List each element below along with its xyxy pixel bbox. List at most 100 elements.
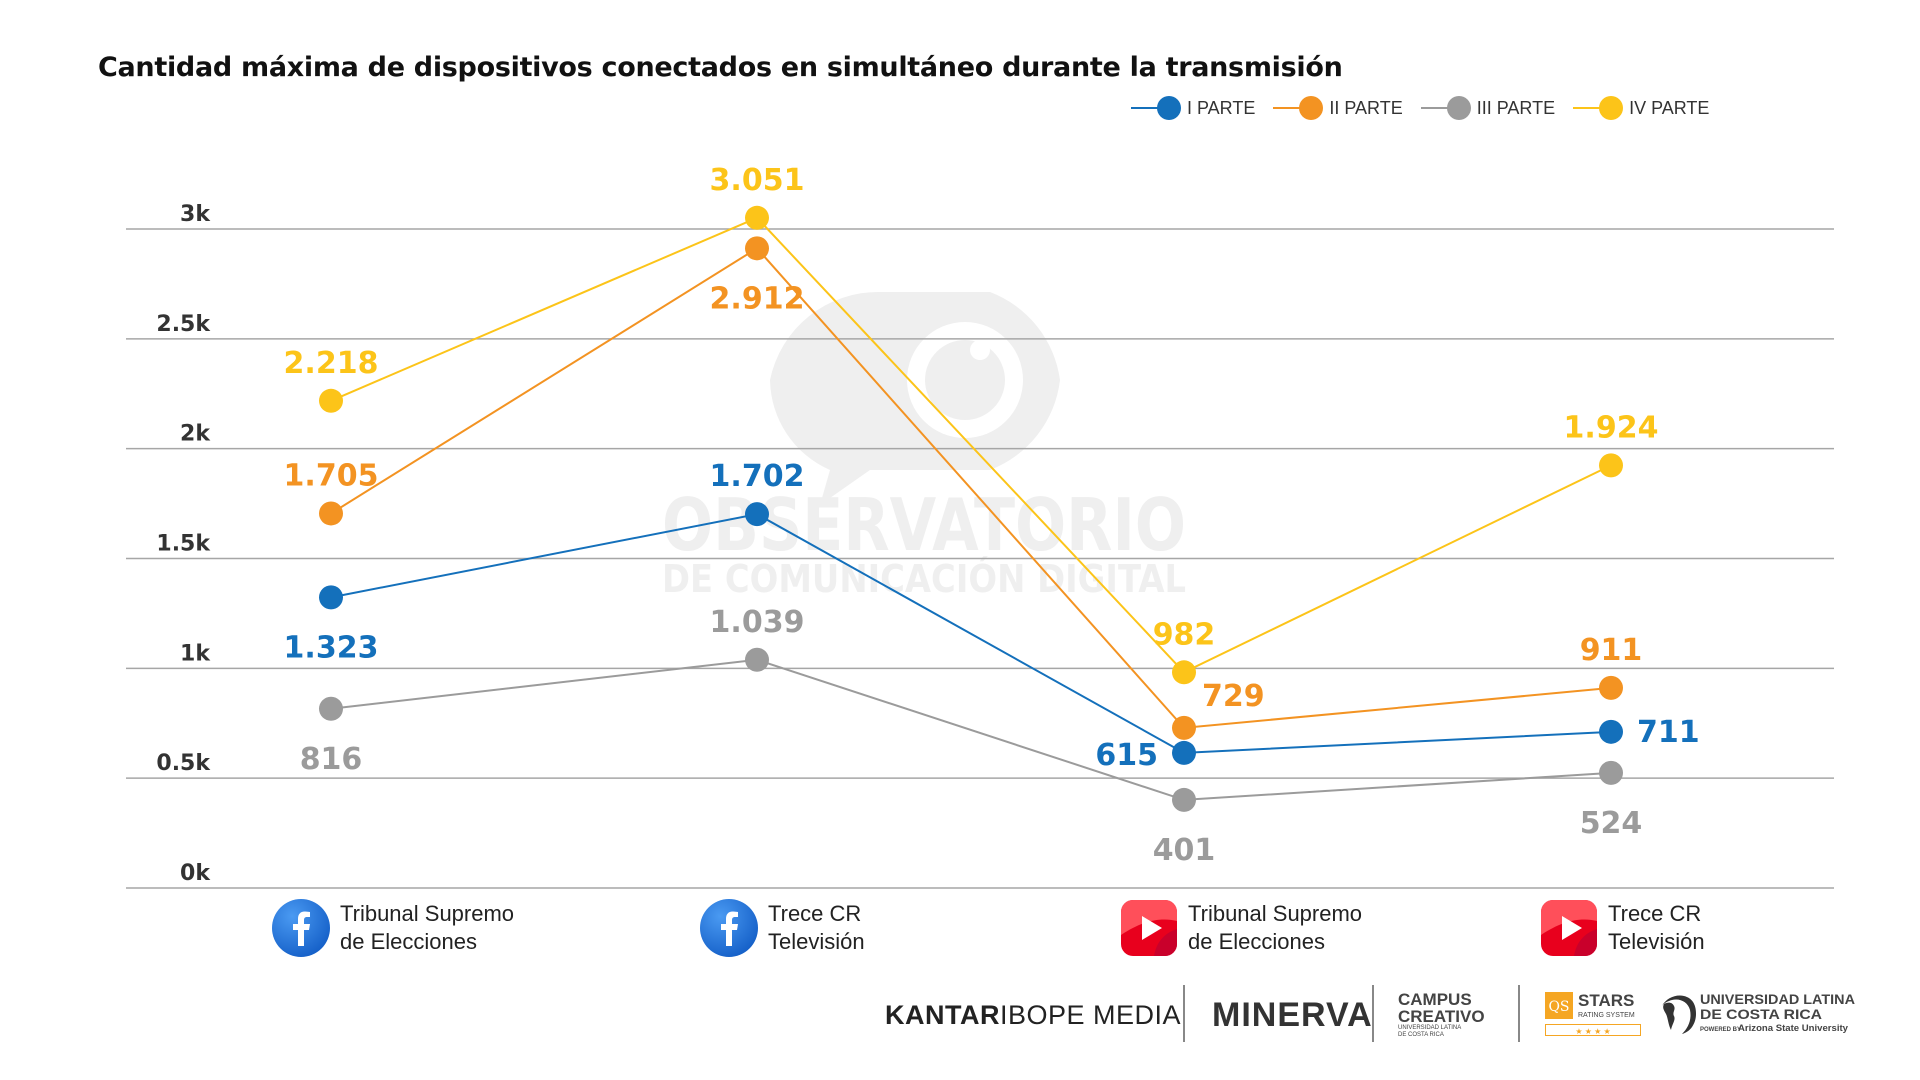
ulatina-line1: UNIVERSIDAD LATINA bbox=[1700, 991, 1855, 1007]
data-point bbox=[319, 585, 343, 610]
category-label-2: Trece CR Televisión bbox=[700, 899, 865, 957]
series-lines bbox=[330, 216, 1612, 801]
legend: I PARTE II PARTE III PARTE IV PARTE bbox=[1131, 96, 1709, 120]
minerva-logo: MINERVA bbox=[1212, 985, 1373, 1045]
category-name-line2: Televisión bbox=[1608, 929, 1705, 954]
data-label: 1.924 bbox=[1564, 410, 1659, 445]
data-point bbox=[745, 236, 769, 261]
category-label-3: Tribunal Supremo de Elecciones bbox=[1120, 899, 1362, 957]
legend-label: III PARTE bbox=[1476, 97, 1556, 118]
data-label: 2.218 bbox=[284, 346, 379, 381]
data-label: 911 bbox=[1580, 633, 1643, 668]
y-axis: 0k 0.5k 1k 1.5k 2k 2.5k 3k bbox=[156, 202, 211, 886]
chart-title: Cantidad máxima de dispositivos conectad… bbox=[98, 52, 1343, 83]
data-label: 711 bbox=[1637, 715, 1700, 750]
universidad-latina-logo: UNIVERSIDAD LATINA DE COSTA RICA POWERED… bbox=[1658, 985, 1858, 1045]
logo-divider bbox=[1183, 985, 1185, 1042]
category-name-line1: Trece CR bbox=[768, 901, 862, 926]
data-label: 2.912 bbox=[710, 281, 805, 316]
campus-line1: CAMPUS bbox=[1398, 990, 1472, 1009]
series-line bbox=[330, 247, 1612, 729]
data-label: 524 bbox=[1580, 806, 1643, 841]
legend-dot-iv bbox=[1599, 96, 1624, 120]
legend-label: IV PARTE bbox=[1629, 97, 1710, 118]
minerva-logo-text: MINERVA bbox=[1212, 995, 1373, 1034]
globe-icon bbox=[1662, 995, 1696, 1034]
youtube-icon bbox=[1541, 900, 1597, 956]
data-point bbox=[1172, 740, 1196, 765]
data-label: 729 bbox=[1202, 679, 1265, 714]
watermark-eye-icon bbox=[925, 340, 1005, 420]
category-name-line2: de Elecciones bbox=[340, 929, 477, 954]
y-tick-label: 1k bbox=[180, 641, 211, 666]
data-label: 1.323 bbox=[284, 630, 379, 665]
campus-sub2: DE COSTA RICA bbox=[1398, 1032, 1444, 1038]
qs-stars-badge: QS STARS RATING SYSTEM ★ ★ ★ ★ bbox=[1545, 991, 1641, 1036]
series-line bbox=[330, 216, 1612, 674]
legend-dot-ii bbox=[1299, 96, 1324, 120]
y-tick-label: 0k bbox=[180, 861, 211, 886]
y-tick-label: 1.5k bbox=[156, 532, 211, 557]
series-line bbox=[330, 513, 1612, 754]
legend-line-ii bbox=[1273, 107, 1302, 109]
data-label: 615 bbox=[1095, 738, 1158, 773]
data-point bbox=[745, 205, 769, 230]
kantar-ibope-logo: KANTAR IBOPE MEDIA bbox=[885, 985, 1181, 1045]
data-point bbox=[745, 647, 769, 672]
campus-line2: CREATIVO bbox=[1398, 1007, 1485, 1026]
watermark-line2: DE COMUNICACIÓN DIGITAL bbox=[662, 557, 1186, 601]
data-point bbox=[1599, 675, 1623, 700]
data-label: 1.705 bbox=[284, 458, 379, 493]
watermark-eye-glint-icon bbox=[970, 340, 990, 360]
data-point bbox=[1599, 719, 1623, 744]
data-point bbox=[319, 696, 343, 721]
legend-label: I PARTE bbox=[1187, 97, 1256, 118]
y-tick-label: 2.5k bbox=[156, 312, 211, 337]
legend-dot-i bbox=[1157, 96, 1181, 120]
series-points bbox=[319, 205, 1623, 812]
ulatina-powered: POWERED BY bbox=[1700, 1027, 1741, 1033]
data-point bbox=[1172, 787, 1196, 812]
data-label: 3.051 bbox=[710, 163, 805, 198]
qs-stars-logo: QS STARS RATING SYSTEM ★ ★ ★ ★ bbox=[1545, 985, 1645, 1045]
data-point bbox=[745, 502, 769, 527]
ulatina-line2: DE COSTA RICA bbox=[1700, 1006, 1822, 1022]
qs-rating-stars: ★ ★ ★ ★ bbox=[1575, 1027, 1610, 1036]
legend-line-iii bbox=[1420, 107, 1449, 109]
watermark-line1: OBSERVATORIO bbox=[662, 483, 1186, 567]
youtube-icon bbox=[1121, 900, 1177, 956]
legend-item: IV PARTE bbox=[1573, 96, 1709, 120]
category-label-4: Trece CR Televisión bbox=[1540, 899, 1705, 957]
category-name-line1: Trece CR bbox=[1608, 901, 1702, 926]
legend-item: I PARTE bbox=[1131, 96, 1255, 120]
data-point bbox=[319, 501, 343, 526]
series-line bbox=[330, 658, 1612, 801]
campus-creativo-logo: CAMPUS CREATIVO UNIVERSIDAD LATINA DE CO… bbox=[1398, 985, 1485, 1045]
data-labels: 1.323 1.702 615 711 1.705 2.912 729 911 816 1.039… bbox=[284, 163, 1700, 868]
data-label: 401 bbox=[1153, 833, 1216, 868]
data-point bbox=[1599, 453, 1623, 478]
qs-sub-text: RATING SYSTEM bbox=[1578, 1012, 1635, 1019]
legend-label: II PARTE bbox=[1329, 97, 1403, 118]
legend-line-iv bbox=[1573, 107, 1602, 109]
data-point bbox=[1172, 715, 1196, 740]
data-label: 816 bbox=[300, 742, 363, 777]
facebook-icon bbox=[272, 899, 330, 957]
gridlines bbox=[126, 228, 1834, 889]
logo-divider bbox=[1372, 985, 1374, 1042]
y-tick-label: 2k bbox=[180, 422, 211, 447]
legend-dot-iii bbox=[1446, 96, 1471, 120]
ulatina-asu: Arizona State University bbox=[1738, 1023, 1848, 1033]
y-tick-label: 3k bbox=[180, 202, 211, 227]
legend-item: II PARTE bbox=[1273, 96, 1403, 120]
y-tick-label: 0.5k bbox=[156, 751, 211, 776]
legend-line-i bbox=[1131, 107, 1159, 109]
facebook-icon bbox=[700, 899, 758, 957]
qs-stars-text: STARS bbox=[1578, 991, 1634, 1010]
kantar-logo-bold: KANTAR bbox=[885, 999, 1000, 1030]
category-name-line2: Televisión bbox=[768, 929, 865, 954]
data-point bbox=[1599, 760, 1623, 785]
category-name-line1: Tribunal Supremo bbox=[1188, 901, 1363, 926]
category-name-line1: Tribunal Supremo bbox=[340, 901, 515, 926]
